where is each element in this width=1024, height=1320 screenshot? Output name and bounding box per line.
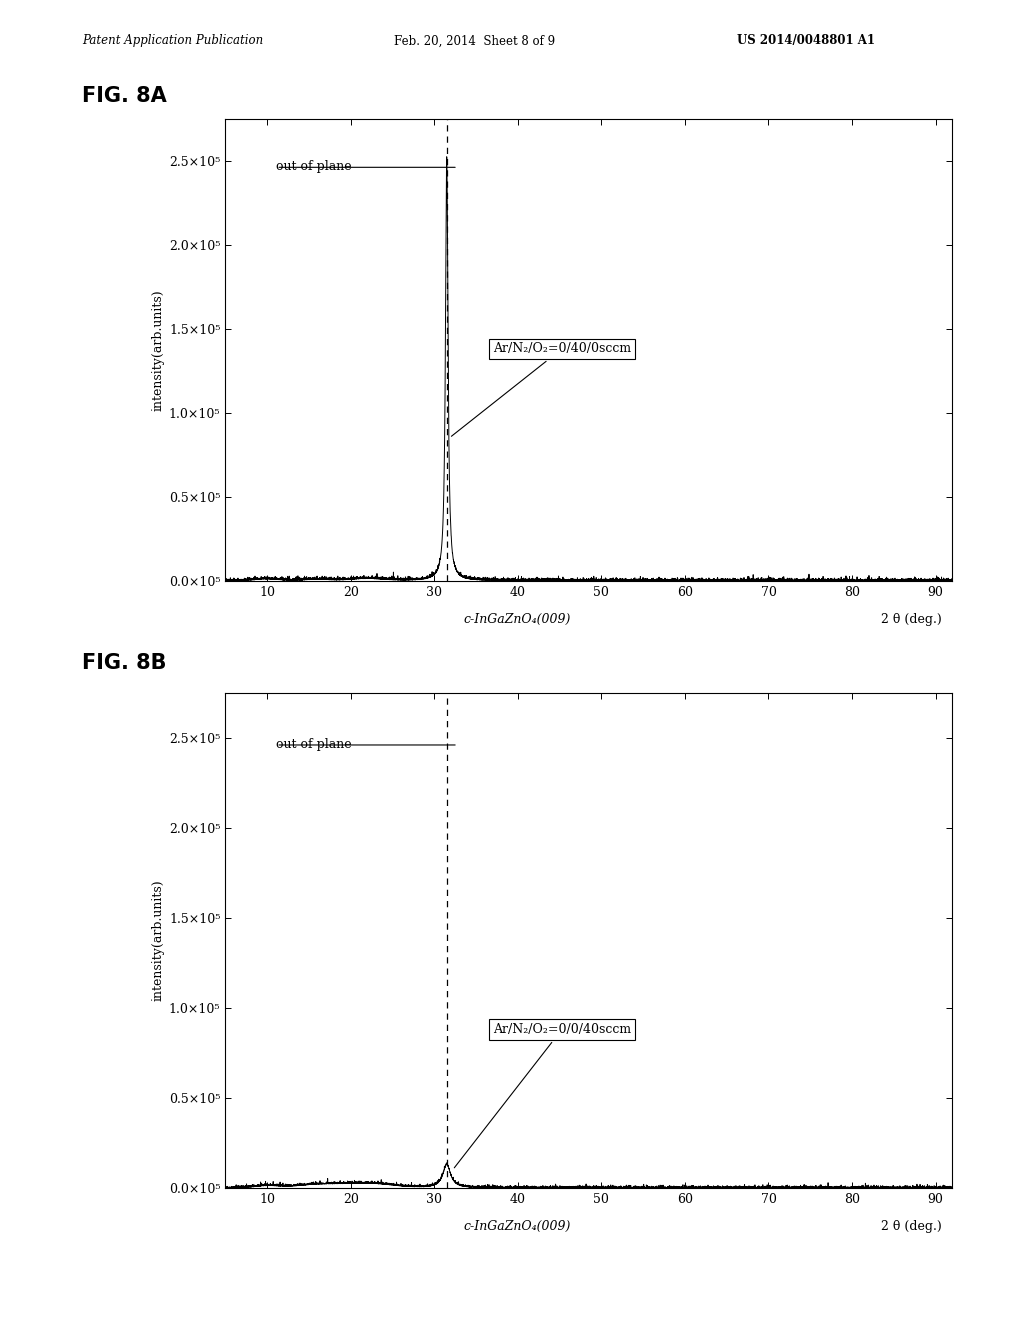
Text: Ar/N₂/O₂=0/40/0sccm: Ar/N₂/O₂=0/40/0sccm bbox=[452, 342, 631, 437]
Text: Feb. 20, 2014  Sheet 8 of 9: Feb. 20, 2014 Sheet 8 of 9 bbox=[394, 34, 555, 48]
Y-axis label: intensity(arb.units): intensity(arb.units) bbox=[152, 879, 165, 1002]
Text: 2 θ (deg.): 2 θ (deg.) bbox=[882, 612, 942, 626]
Text: out of plane: out of plane bbox=[276, 738, 352, 751]
Text: FIG. 8B: FIG. 8B bbox=[82, 653, 167, 673]
Text: US 2014/0048801 A1: US 2014/0048801 A1 bbox=[737, 34, 876, 48]
Text: Patent Application Publication: Patent Application Publication bbox=[82, 34, 263, 48]
Text: 2 θ (deg.): 2 θ (deg.) bbox=[882, 1220, 942, 1233]
Text: Ar/N₂/O₂=0/0/40sccm: Ar/N₂/O₂=0/0/40sccm bbox=[455, 1023, 631, 1168]
Text: out of plane: out of plane bbox=[276, 160, 352, 173]
Text: FIG. 8A: FIG. 8A bbox=[82, 86, 167, 106]
Text: c-InGaZnO₄(009): c-InGaZnO₄(009) bbox=[464, 612, 570, 626]
Text: c-InGaZnO₄(009): c-InGaZnO₄(009) bbox=[464, 1220, 570, 1233]
Y-axis label: intensity(arb.units): intensity(arb.units) bbox=[152, 289, 165, 411]
